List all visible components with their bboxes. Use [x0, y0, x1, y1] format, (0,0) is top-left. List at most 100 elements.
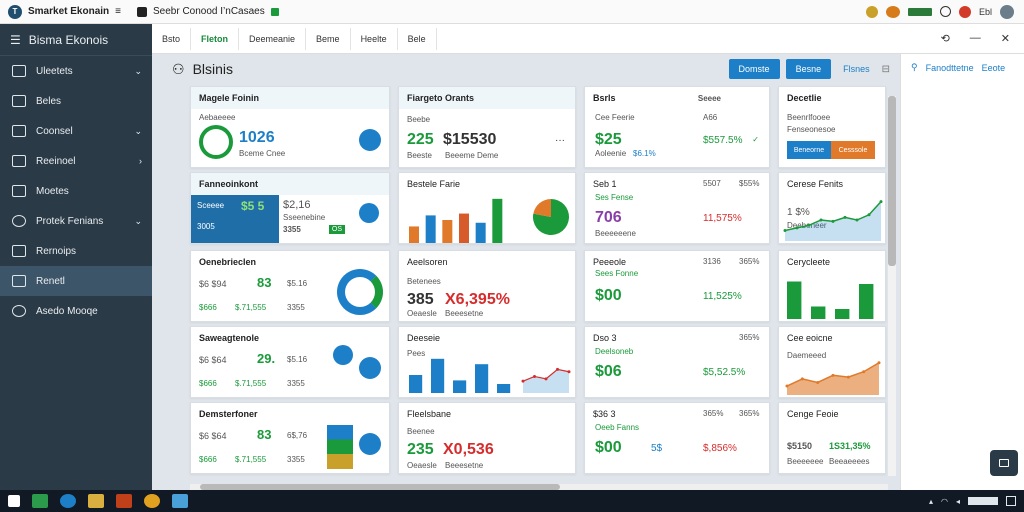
- card-fleels[interactable]: Fleelsbane Beenee 235 X0,536 Oeaesle Bee…: [398, 402, 576, 474]
- sidebar-item-1[interactable]: Uleetets ⌄: [0, 56, 152, 86]
- horizontal-scroll-thumb[interactable]: [200, 484, 560, 490]
- card-demster[interactable]: Demsterfoner $6 $64 83 6$,76 $666 $.71,5…: [190, 402, 390, 474]
- point-1: [521, 379, 525, 383]
- wifi-icon[interactable]: ◠: [941, 496, 948, 506]
- star-icon[interactable]: [359, 203, 379, 223]
- sidebar-item-7[interactable]: Rernoips: [0, 236, 152, 266]
- avatar[interactable]: [1000, 4, 1014, 19]
- tab-1[interactable]: Bsto: [152, 27, 192, 50]
- card-peeeole[interactable]: Peeeole 3136 365% Sees Fonne $00 11,525%: [584, 250, 770, 322]
- bar-4: [475, 364, 489, 393]
- browser-icon[interactable]: [60, 494, 76, 508]
- floating-action-button[interactable]: [990, 450, 1018, 476]
- segment-button-1[interactable]: Beneorne: [787, 141, 831, 159]
- notification-icon[interactable]: [1006, 496, 1016, 506]
- extension-badge-icon[interactable]: [907, 7, 932, 16]
- edge-icon[interactable]: [32, 494, 48, 508]
- right-panel-row[interactable]: ⚲ Fanodttetne Eeote: [901, 54, 1024, 81]
- sidebar-item-label: Uleetets: [36, 65, 73, 77]
- sidebar-item-5[interactable]: Moetes: [0, 176, 152, 206]
- minimize-icon[interactable]: —: [969, 32, 981, 44]
- card-sub-2: Fenseonesoe: [787, 125, 836, 134]
- sidebar-item-label: Beles: [36, 95, 62, 107]
- card-aeels[interactable]: Aeelsoren Betenees 385 X6,395% Oeaesle B…: [398, 250, 576, 322]
- network-icon[interactable]: ▴: [928, 496, 933, 506]
- card-sub: Pees: [407, 349, 426, 358]
- tab-4[interactable]: Beme: [306, 27, 351, 50]
- hamburger-icon[interactable]: ☰: [10, 32, 21, 47]
- start-icon[interactable]: [8, 495, 20, 507]
- inbox-icon: [12, 125, 26, 137]
- card-s363[interactable]: $36 3 365% 365% Oeeb Fanns $00 5$ $,856%: [584, 402, 770, 474]
- card-fanneo[interactable]: Fanneoinkont Sceeee $5 5 3005 $2,16 Ssee…: [190, 172, 390, 244]
- area-fill: [787, 362, 879, 395]
- primary-button-1[interactable]: Domste: [728, 59, 780, 79]
- card-cerycleete[interactable]: Cerycleete: [778, 250, 886, 322]
- action-circle-icon[interactable]: [359, 357, 381, 379]
- card-right-2: 365%: [739, 257, 760, 266]
- card-seb[interactable]: Seb 1 5507 $55% Ses Fense 706 11,575% Be…: [584, 172, 770, 244]
- volume-icon[interactable]: ◂: [955, 496, 960, 506]
- window-icon: [999, 459, 1009, 467]
- app-icon[interactable]: [116, 494, 132, 508]
- header-link[interactable]: Flsnes: [843, 64, 870, 74]
- action-circle-icon[interactable]: [359, 433, 381, 455]
- bar-chart: [409, 358, 511, 393]
- action-circle-icon[interactable]: [359, 129, 381, 151]
- card-note-2: Beeesetne: [445, 309, 484, 318]
- sidebar-item-2[interactable]: Beles: [0, 86, 152, 116]
- point-4: [831, 373, 835, 377]
- card-cee[interactable]: Cee eoicne Daemeeed: [778, 326, 886, 398]
- card-magele[interactable]: Magele Foinin Aebaeeee 1026 Bceme Cnee: [190, 86, 390, 168]
- menu-icon[interactable]: ≡: [115, 6, 121, 17]
- close-icon[interactable]: ✕: [1000, 33, 1010, 45]
- vertical-scroll-thumb[interactable]: [888, 96, 896, 266]
- card-deeseie[interactable]: Deeseie Pees: [398, 326, 576, 398]
- store-icon[interactable]: [172, 494, 188, 508]
- window-tab[interactable]: Seebr Conood I’nCasaes: [129, 0, 287, 24]
- sidebar-item-9[interactable]: Asedo Mooqe: [0, 296, 152, 326]
- card-decetlie[interactable]: Decetlie Beenrlfooee Fenseonesoe Beneorn…: [778, 86, 886, 168]
- extension-icon[interactable]: [865, 5, 878, 18]
- vertical-scrollbar[interactable]: [888, 96, 896, 476]
- sidebar-item-3[interactable]: Coonsel ⌄: [0, 116, 152, 146]
- chrome-icon[interactable]: [144, 494, 160, 508]
- sidebar-item-6[interactable]: Protek Fenians ⌄: [0, 206, 152, 236]
- back-icon[interactable]: ⟲: [940, 33, 950, 45]
- tab-3[interactable]: Deemeanie: [239, 27, 307, 50]
- card-fiargeto[interactable]: Fiargeto Orants Beebe 225 $15530 Beeste …: [398, 86, 576, 168]
- primary-button-2[interactable]: Besne: [785, 59, 832, 79]
- card-cenge[interactable]: Cenge Feoie $5150 1S31,35% Beeeeeee Beea…: [778, 402, 886, 474]
- card-sawe[interactable]: Saweagtenole $6 $64 29. $5.16 $666 $.71,…: [190, 326, 390, 398]
- card-title: Magele Foinin: [191, 87, 389, 109]
- sidebar-item-8[interactable]: Renetl: [0, 266, 152, 296]
- sidebar-item-4[interactable]: Reeinoel ›: [0, 146, 152, 176]
- tab-5[interactable]: Heelte: [351, 27, 398, 50]
- card-bsrls[interactable]: Bsrls Seeee Cee Feerie A66 $25 $557.5% A…: [584, 86, 770, 168]
- tab-6[interactable]: Bele: [398, 27, 437, 50]
- card-sub: Beebe: [407, 115, 431, 124]
- card-right-1: 3136: [703, 257, 721, 266]
- card-dso[interactable]: Dso 3 365% Deelsoneb $06 $5,52.5%: [584, 326, 770, 398]
- shield-icon[interactable]: [958, 5, 971, 18]
- point-2: [800, 377, 804, 381]
- tab-2[interactable]: Fleton: [191, 27, 240, 50]
- segment-button-2[interactable]: Cesssole: [831, 141, 875, 159]
- folder-icon[interactable]: [88, 494, 104, 508]
- point-1: [783, 229, 787, 232]
- bar-1: [409, 375, 423, 393]
- card-oeneb[interactable]: Oenebrieclen $6 $94 83 $5.16 $666 $.71,5…: [190, 250, 390, 322]
- card-note: Beeste: [407, 151, 432, 160]
- card-cerese[interactable]: Cerese Fenits 1 $% Deebeneer: [778, 172, 886, 244]
- card-bestele[interactable]: Bestele Farie: [398, 172, 576, 244]
- bar-chart: [787, 281, 874, 319]
- chevron-down-icon: ⌄: [134, 125, 142, 136]
- bar-5: [497, 384, 511, 393]
- clock-icon[interactable]: [939, 6, 951, 17]
- lock-icon[interactable]: ⊟: [881, 63, 890, 75]
- card-note-2: Beeeme Deme: [445, 151, 499, 160]
- clock-display[interactable]: [968, 497, 998, 505]
- info-circle-icon[interactable]: [333, 345, 353, 365]
- extension-icon-2[interactable]: [885, 5, 900, 18]
- more-icon[interactable]: ···: [555, 135, 565, 146]
